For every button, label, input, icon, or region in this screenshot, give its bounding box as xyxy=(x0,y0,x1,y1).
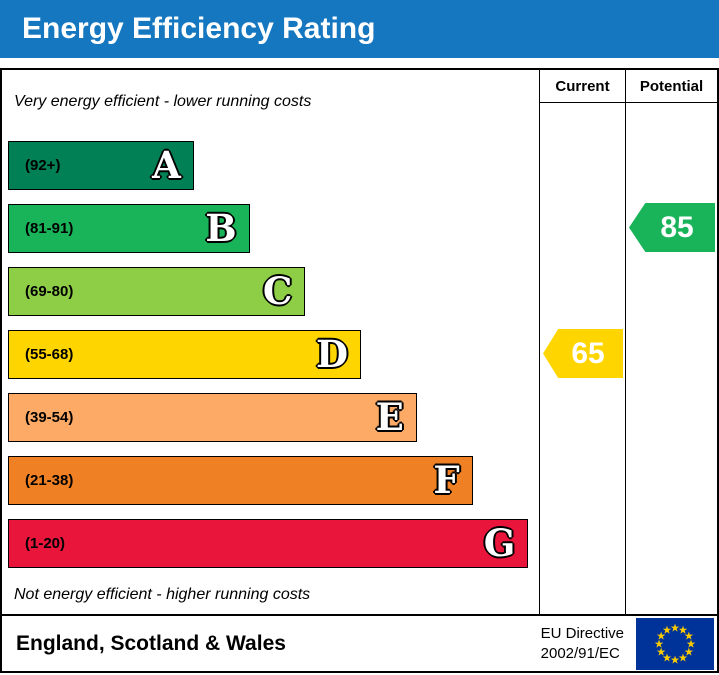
band-range-label: (92+) xyxy=(25,157,61,174)
potential-rating-tag: 85 xyxy=(629,203,715,252)
band-letter: D xyxy=(316,332,349,376)
potential-column-body: 85 xyxy=(626,103,717,614)
potential-rating-value: 85 xyxy=(660,210,694,244)
current-column-header: Current xyxy=(540,70,625,103)
band-row-f: (21-38) F xyxy=(2,449,539,512)
eu-directive-text: EU Directive 2002/91/EC xyxy=(541,624,624,663)
rating-chart: Very energy efficient - lower running co… xyxy=(2,70,717,614)
band-letter: A xyxy=(152,143,181,187)
band-row-b: (81-91) B xyxy=(2,197,539,260)
band-letter: C xyxy=(262,269,293,313)
rating-bar-c: (69-80) C xyxy=(8,267,306,316)
rating-bar-g: (1-20) G xyxy=(8,519,529,568)
band-range-label: (55-68) xyxy=(25,346,74,363)
rating-bar-b: (81-91) B xyxy=(8,204,250,253)
eu-flag-stars xyxy=(654,623,696,664)
footer-region: England, Scotland & Wales xyxy=(16,631,286,655)
epc-table: Very energy efficient - lower running co… xyxy=(0,68,719,673)
eu-flag-icon xyxy=(636,617,714,670)
band-letter: B xyxy=(205,206,237,250)
band-range-label: (69-80) xyxy=(25,283,74,300)
rating-bar-d: (55-68) D xyxy=(8,330,362,379)
band-range-label: (1-20) xyxy=(25,535,66,552)
band-range-label: (81-91) xyxy=(25,220,74,237)
current-rating-value: 65 xyxy=(571,336,605,370)
rating-bar-e: (39-54) E xyxy=(8,393,417,442)
band-row-g: (1-20) G xyxy=(2,512,539,575)
band-letter: F xyxy=(433,458,460,502)
caption-top: Very energy efficient - lower running co… xyxy=(14,93,312,110)
band-row-c: (69-80) C xyxy=(2,260,539,323)
eu-directive-line1: EU Directive xyxy=(540,625,624,642)
band-range-label: (21-38) xyxy=(25,472,74,489)
potential-column-header: Potential xyxy=(626,70,717,103)
rating-bar-f: (21-38) F xyxy=(8,456,473,505)
bands-column: Very energy efficient - lower running co… xyxy=(2,70,539,614)
band-letter: E xyxy=(375,395,404,439)
band-row-a: (92+) A xyxy=(2,134,539,197)
rating-bar-a: (92+) A xyxy=(8,141,194,190)
potential-column: Potential 85 xyxy=(625,70,717,614)
eu-directive-line2: 2002/91/EC xyxy=(540,644,620,662)
current-column: Current 65 xyxy=(539,70,625,614)
current-rating-tag: 65 xyxy=(543,329,623,378)
band-range-label: (39-54) xyxy=(25,409,74,426)
band-row-d: (55-68) D xyxy=(2,323,539,386)
footer: England, Scotland & Wales EU Directive 2… xyxy=(2,614,717,671)
band-letter: G xyxy=(483,521,516,565)
current-column-body: 65 xyxy=(540,103,625,614)
caption-bottom: Not energy efficient - higher running co… xyxy=(14,585,311,603)
page-title: Energy Efficiency Rating xyxy=(0,0,719,58)
band-row-e: (39-54) E xyxy=(2,386,539,449)
